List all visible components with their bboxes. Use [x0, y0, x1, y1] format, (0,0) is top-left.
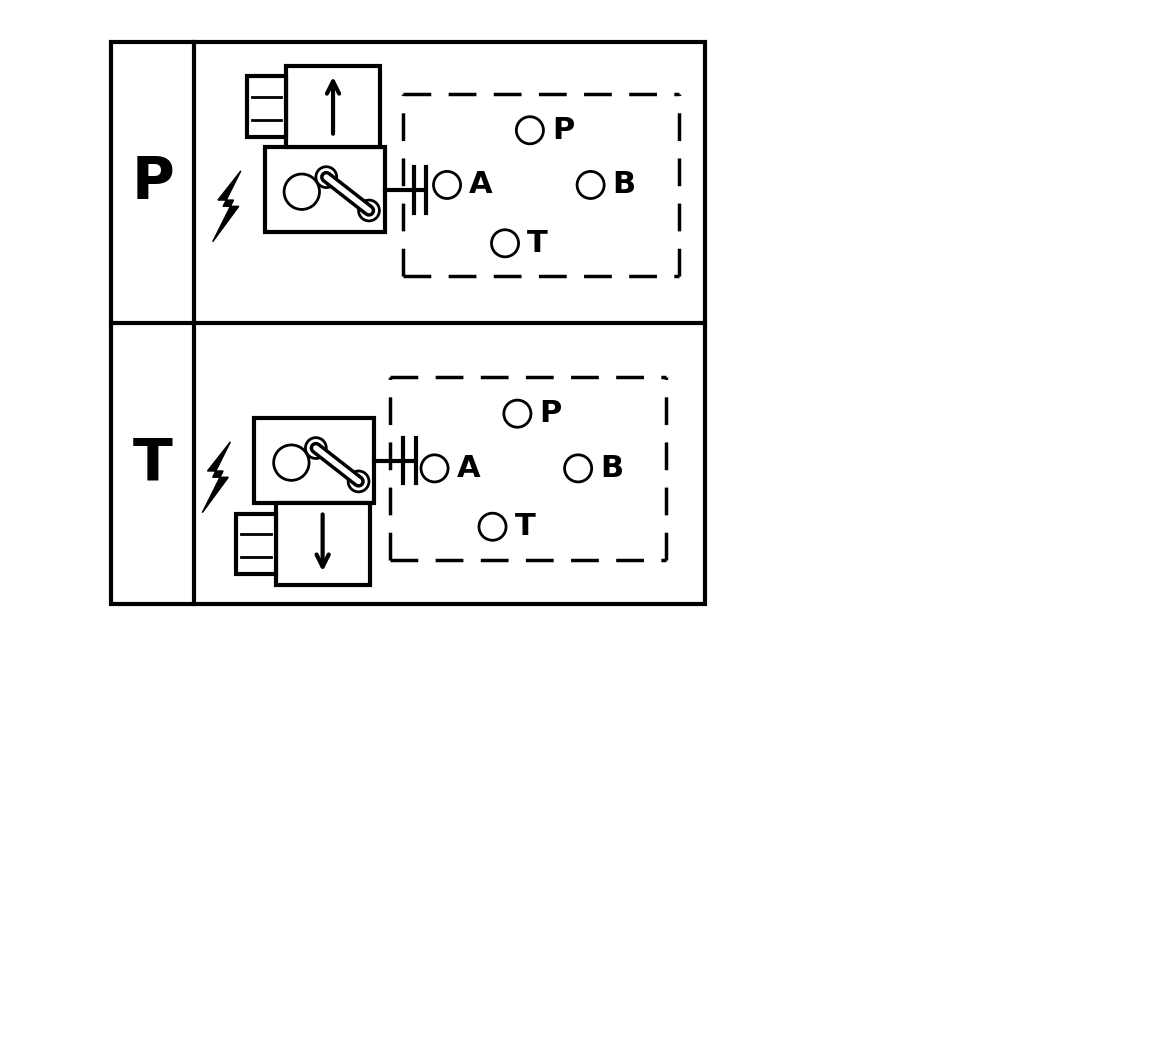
Text: T: T [527, 229, 548, 257]
Bar [237, 514, 276, 574]
Circle shape [305, 438, 326, 458]
Text: P: P [131, 154, 174, 210]
Text: A: A [469, 171, 493, 199]
Bar [276, 503, 370, 585]
Bar [254, 418, 375, 503]
Bar [247, 76, 287, 137]
Text: B: B [612, 171, 636, 199]
Polygon shape [212, 171, 241, 242]
Bar [111, 42, 705, 604]
Bar [264, 147, 385, 232]
Bar [287, 66, 380, 147]
Text: B: B [600, 454, 623, 482]
Circle shape [348, 471, 369, 492]
Circle shape [358, 200, 379, 221]
Polygon shape [202, 442, 231, 513]
Circle shape [316, 167, 336, 188]
Text: T: T [133, 436, 173, 492]
Text: A: A [456, 454, 480, 482]
Text: P: P [539, 399, 561, 428]
Text: P: P [552, 116, 574, 145]
Text: T: T [514, 513, 535, 541]
